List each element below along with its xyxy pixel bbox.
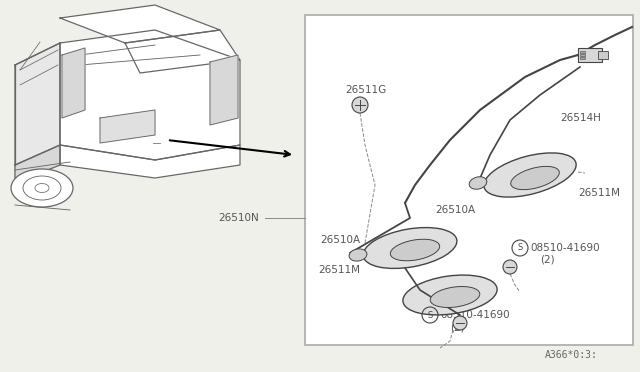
Polygon shape: [125, 30, 240, 73]
Bar: [580, 57, 585, 59]
Circle shape: [453, 316, 467, 330]
Ellipse shape: [403, 275, 497, 315]
Text: 26514H: 26514H: [560, 113, 601, 123]
Bar: [580, 51, 585, 53]
Ellipse shape: [390, 239, 440, 261]
Text: 26511M: 26511M: [578, 188, 620, 198]
Polygon shape: [210, 55, 238, 125]
Ellipse shape: [469, 177, 487, 189]
Circle shape: [352, 97, 368, 113]
Text: (2): (2): [540, 255, 555, 265]
Bar: [580, 54, 585, 56]
Polygon shape: [60, 145, 240, 178]
Polygon shape: [15, 43, 60, 165]
Text: 26510A: 26510A: [435, 205, 475, 215]
Ellipse shape: [511, 166, 559, 190]
Bar: [578, 48, 602, 62]
Polygon shape: [100, 110, 155, 143]
Polygon shape: [60, 5, 220, 43]
Bar: [598, 51, 608, 59]
Ellipse shape: [363, 228, 457, 269]
Polygon shape: [15, 145, 60, 183]
Bar: [305, 15, 633, 345]
Text: (2): (2): [450, 322, 465, 332]
Text: A366*0:3:: A366*0:3:: [545, 350, 598, 360]
Circle shape: [503, 260, 517, 274]
Polygon shape: [62, 48, 85, 118]
Text: S: S: [517, 244, 523, 253]
Ellipse shape: [349, 249, 367, 261]
Text: 26510N: 26510N: [218, 213, 259, 223]
Ellipse shape: [430, 286, 480, 308]
Polygon shape: [60, 30, 240, 160]
Text: 26511G: 26511G: [345, 85, 387, 95]
Ellipse shape: [484, 153, 576, 197]
Text: 08510-41690: 08510-41690: [440, 310, 509, 320]
Ellipse shape: [11, 169, 73, 207]
Text: 08510-41690: 08510-41690: [530, 243, 600, 253]
Text: 26511M: 26511M: [318, 265, 360, 275]
Text: 26510A: 26510A: [320, 235, 360, 245]
Text: S: S: [428, 311, 433, 320]
